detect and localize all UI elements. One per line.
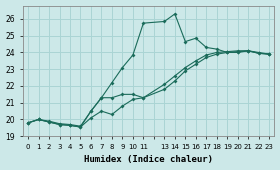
X-axis label: Humidex (Indice chaleur): Humidex (Indice chaleur) bbox=[84, 155, 213, 164]
